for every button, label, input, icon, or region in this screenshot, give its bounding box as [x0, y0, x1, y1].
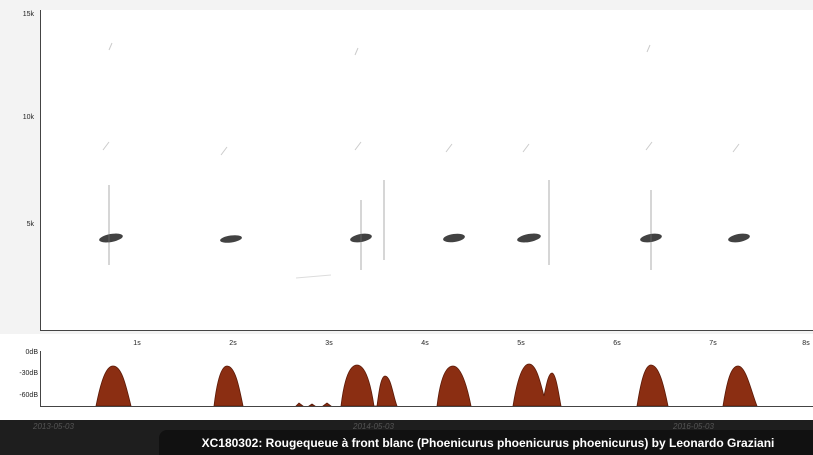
db-tick-30: -30dB [19, 370, 38, 377]
x-tick-6s: 6s [613, 340, 621, 347]
timeline-date: 2013-05-03 [33, 422, 74, 431]
x-tick-3s: 3s [325, 340, 333, 347]
y-tick-15k: 15k [22, 11, 34, 18]
timeline-date: 2016-05-03 [673, 422, 714, 431]
oscillogram-plot-area[interactable] [40, 351, 813, 407]
recording-caption: XC180302: Rougequeue à front blanc (Phoe… [159, 430, 813, 455]
y-tick-10k: 10k [22, 114, 34, 121]
amplitude-envelope [95, 363, 758, 407]
x-tick-7s: 7s [709, 340, 717, 347]
db-tick-60: -60dB [19, 392, 38, 399]
x-tick-1s: 1s [133, 340, 141, 347]
oscillogram-panel[interactable]: 0dB -30dB -60dB [0, 345, 813, 410]
x-tick-4s: 4s [421, 340, 429, 347]
y-tick-5k: 5k [26, 221, 34, 228]
spectrogram-panel[interactable]: 15k 10k 5k [0, 0, 813, 347]
timeline-date: 2014-05-03 [353, 422, 394, 431]
db-tick-0: 0dB [25, 349, 38, 356]
x-tick-2s: 2s [229, 340, 237, 347]
spectrogram-plot-area[interactable] [40, 10, 813, 331]
x-tick-8s: 8s [802, 340, 810, 347]
spectrogram-marks [99, 42, 750, 279]
x-tick-5s: 5s [517, 340, 525, 347]
